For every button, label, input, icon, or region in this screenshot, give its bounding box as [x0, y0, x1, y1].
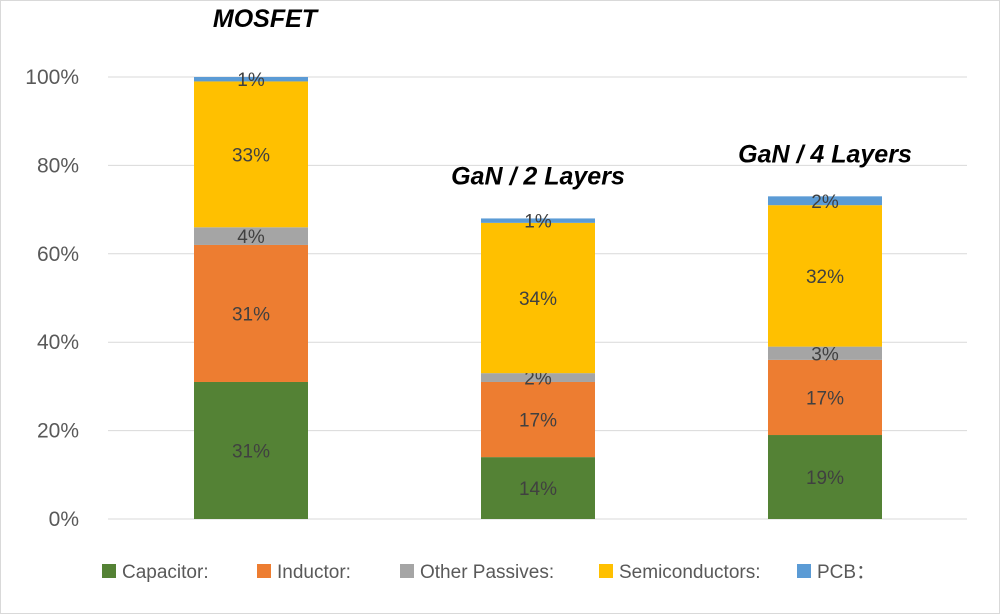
segment-label: 2%	[811, 192, 839, 213]
bar-segment	[768, 435, 882, 519]
bar-segment	[194, 227, 308, 245]
y-tick-label: 100%	[25, 66, 79, 89]
legend-swatch	[797, 564, 811, 578]
segment-label: 17%	[519, 411, 557, 432]
legend: Capacitor: Inductor: Other Passives: Semico…	[102, 562, 875, 583]
bar-segment	[481, 222, 595, 374]
y-tick-label: 0%	[49, 508, 79, 531]
y-tick-label: 60%	[37, 243, 79, 266]
legend-swatch	[102, 564, 116, 578]
bar-segment	[481, 457, 595, 519]
legend-label: PCB：	[817, 562, 875, 583]
legend-label: Other Passives:	[420, 562, 554, 583]
segment-label: 17%	[806, 388, 844, 409]
bar-segment	[194, 381, 308, 519]
legend-swatch	[257, 564, 271, 578]
segment-label: 19%	[806, 468, 844, 489]
bar-category-title: GaN / 2 Layers	[451, 162, 625, 190]
segment-label: 14%	[519, 479, 557, 500]
bar-segment	[194, 77, 308, 82]
bar-segment	[194, 244, 308, 382]
bar-segment	[768, 346, 882, 360]
segment-label: 3%	[811, 344, 839, 365]
bars: 31% 31% 4% 33% 1% 14% 17% 2% 34% 1% 19% 17% 3% 32% 2%	[194, 70, 882, 519]
y-tick-label: 40%	[37, 331, 79, 354]
y-tick-label: 20%	[37, 420, 79, 443]
bar-titles: MOSFET GaN / 2 Layers GaN / 4 Layers	[213, 5, 912, 190]
legend-swatch	[599, 564, 613, 578]
segment-label: 33%	[232, 145, 270, 166]
legend-swatch	[400, 564, 414, 578]
segment-label: 1%	[237, 70, 265, 91]
bar-segment	[481, 218, 595, 223]
bar-segment	[768, 205, 882, 347]
segment-label: 34%	[519, 289, 557, 310]
bar-segment	[768, 359, 882, 436]
segment-label: 32%	[806, 267, 844, 288]
bar-segment	[768, 196, 882, 206]
bar-segment	[194, 81, 308, 228]
segment-label: 4%	[237, 227, 265, 248]
segment-label: 2%	[524, 369, 552, 390]
segment-label: 31%	[232, 304, 270, 325]
segment-label: 31%	[232, 441, 270, 462]
bar-category-title: GaN / 4 Layers	[738, 140, 912, 168]
segment-label: 1%	[524, 212, 552, 233]
y-tick-label: 80%	[37, 154, 79, 177]
y-axis: 0% 20% 40% 60% 80% 100%	[25, 66, 79, 531]
bar-segment	[481, 381, 595, 458]
legend-label: Semiconductors:	[619, 562, 761, 583]
bar-category-title: MOSFET	[213, 5, 320, 33]
legend-label: Inductor:	[277, 562, 351, 583]
legend-label: Capacitor:	[122, 562, 209, 583]
bar-segment	[481, 373, 595, 382]
